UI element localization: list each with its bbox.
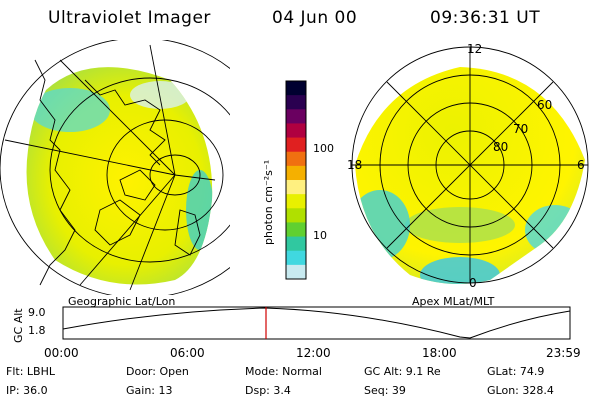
colorbar-swatch: [286, 123, 306, 139]
glon-info: GLon: 328.4: [487, 384, 554, 397]
colorbar-swatch: [286, 236, 306, 252]
gcalt-info: GC Alt: 9.1 Re: [364, 365, 441, 378]
geographic-map: [0, 40, 230, 295]
colorbar-swatch: [286, 208, 306, 223]
colorbar-swatch: [286, 151, 306, 167]
colorbar-swatch: [286, 95, 306, 110]
colorbar-border: [285, 80, 307, 280]
ip-info: IP: 36.0: [6, 384, 48, 397]
alt-xtick-4: 23:59: [546, 346, 581, 360]
colorbar-swatch: [286, 264, 306, 280]
colorbar-swatch: [286, 137, 306, 153]
gain-info: Gain: 13: [126, 384, 173, 397]
mlt-label-18: 18: [347, 158, 363, 172]
mlt-label-0: 0: [469, 276, 477, 290]
alt-xtick-3: 18:00: [422, 346, 457, 360]
colorbar-tick-10: 10: [313, 229, 327, 242]
lat-label-80: 80: [493, 140, 509, 154]
mode-info: Mode: Normal: [245, 365, 322, 378]
glat-info: GLat: 74.9: [487, 365, 545, 378]
seq-info: Seq: 39: [364, 384, 406, 397]
alt-ylabel: GC Alt: [12, 308, 25, 343]
apex-label: Apex MLat/MLT: [412, 295, 495, 308]
door-info: Door: Open: [126, 365, 189, 378]
colorbar-swatch: [286, 81, 306, 96]
colorbar-swatch: [286, 194, 306, 209]
colorbar-swatch: [286, 222, 306, 238]
lat-label-70: 70: [513, 122, 529, 136]
colorbar-swatch: [286, 109, 306, 124]
time-label: 09:36:31 UT: [430, 8, 541, 28]
colorbar-swatch: [286, 250, 306, 266]
flt-info: Flt: LBHL: [6, 365, 55, 378]
alt-ytick-1-8: 1.8: [28, 324, 46, 337]
date-label: 04 Jun 00: [272, 8, 358, 28]
polar-map: [351, 46, 589, 284]
colorbar-swatch: [286, 165, 306, 181]
mlt-label-6: 6: [577, 158, 585, 172]
dsp-info: Dsp: 3.4: [245, 384, 291, 397]
alt-xtick-1: 06:00: [170, 346, 205, 360]
mlt-label-12: 12: [467, 42, 483, 56]
instrument-title: Ultraviolet Imager: [48, 8, 211, 28]
colorbar: [285, 80, 307, 280]
geographic-label: Geographic Lat/Lon: [68, 295, 176, 308]
altitude-plot: [62, 306, 571, 340]
colorbar-swatch: [286, 180, 306, 195]
alt-xtick-2: 12:00: [296, 346, 331, 360]
alt-xtick-0: 00:00: [44, 346, 79, 360]
colorbar-tick-100: 100: [313, 142, 334, 155]
alt-ytick-9: 9.0: [28, 306, 46, 319]
colorbar-unit: photon cm⁻²s⁻¹: [262, 159, 275, 245]
lat-label-60: 60: [537, 98, 553, 112]
